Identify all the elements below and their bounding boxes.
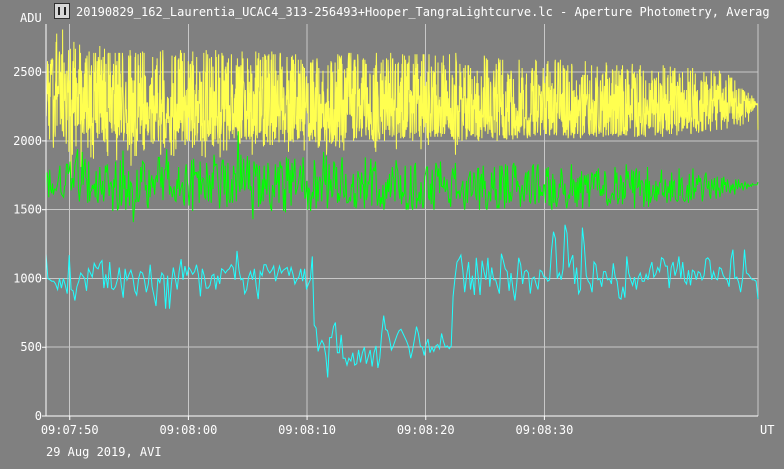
tick-labels: 0 500 1000 1500 2000 2500 09:07:50 09:08:00 09:0… bbox=[13, 65, 573, 437]
footer-date-label: 29 Aug 2019, AVI bbox=[46, 445, 162, 459]
series-line-2 bbox=[45, 224, 759, 378]
x-tick-label: 09:08:20 bbox=[397, 423, 455, 437]
series-line-0 bbox=[45, 29, 759, 179]
axes bbox=[45, 24, 758, 417]
x-tick-label: 09:07:50 bbox=[41, 423, 99, 437]
y-tick-label: 2000 bbox=[13, 134, 42, 148]
x-axis-label: UT bbox=[760, 423, 774, 437]
x-tick-label: 09:08:00 bbox=[160, 423, 218, 437]
y-tick-label: 1500 bbox=[13, 203, 42, 217]
y-tick-label: 1000 bbox=[13, 271, 42, 285]
x-tick-label: 09:08:30 bbox=[516, 423, 574, 437]
y-axis-label: ADU bbox=[20, 11, 42, 25]
y-tick-label: 0 bbox=[35, 409, 42, 423]
y-tick-label: 500 bbox=[20, 340, 42, 354]
series-line-1 bbox=[45, 131, 759, 223]
tangra-app-icon bbox=[54, 3, 70, 19]
y-tick-label: 2500 bbox=[13, 65, 42, 79]
x-tick-label: 09:08:10 bbox=[278, 423, 336, 437]
window-title: 20190829_162_Laurentia_UCAC4_313-256493+… bbox=[76, 5, 770, 19]
window-titlebar[interactable]: 20190829_162_Laurentia_UCAC4_313-256493+… bbox=[0, 0, 784, 24]
series-layer bbox=[45, 29, 759, 378]
